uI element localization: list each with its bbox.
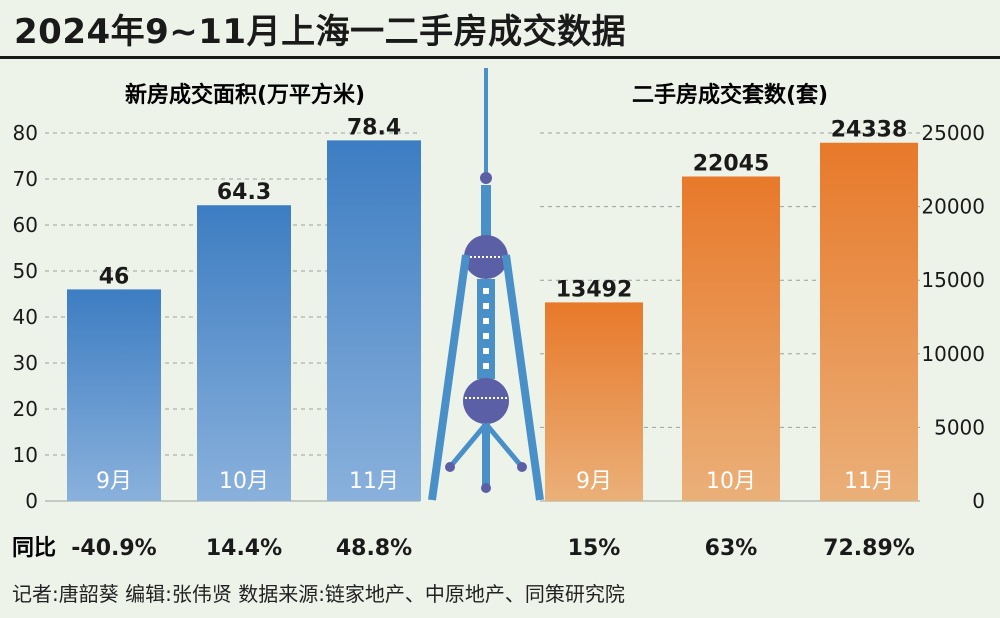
resale-value-label: 24338 [831, 118, 908, 143]
new-home-value-label: 78.4 [347, 115, 401, 140]
resale-bar-2 [820, 142, 918, 502]
new-home-yoy-value: -40.9% [71, 536, 156, 561]
page-title: 2024年9~11月上海一二手房成交数据 [14, 12, 627, 52]
resale-y-tick-label: 20000 [921, 195, 985, 219]
tower-window [483, 333, 489, 339]
tower-middle-shaft [477, 279, 495, 379]
new-home-y-tick-label: 60 [13, 213, 38, 237]
resale-bar-1 [682, 176, 780, 501]
yoy-label: 同比 [12, 536, 56, 561]
chart-canvas: 新房成交面积(万平方米) 二手房成交套数(套) 0 10 20 30 40 50 60 70 8… [12, 68, 985, 561]
resale-y-tick-label: 5000 [934, 415, 985, 439]
tower-window [483, 363, 489, 369]
tower-joint [481, 483, 491, 493]
resale-y-tick-label: 10000 [921, 342, 985, 366]
tower-illustration [428, 68, 544, 501]
tower-window [483, 348, 489, 354]
resale-chart-title: 二手房成交套数(套) [632, 82, 828, 108]
new-home-y-tick-label: 0 [25, 489, 38, 513]
tower-left-leg [428, 254, 470, 501]
new-home-category-label: 11月 [349, 469, 399, 494]
resale-yoy-value: 63% [705, 536, 758, 561]
tower-joint [445, 462, 455, 472]
tower-top-ball [480, 172, 492, 184]
new-home-bar-0 [67, 289, 161, 501]
new-home-y-tick-label: 80 [13, 121, 38, 145]
tower-joint [517, 462, 527, 472]
bars-layer [67, 140, 918, 502]
tower-left-brace [448, 422, 488, 469]
new-home-category-label: 9月 [96, 469, 132, 494]
resale-y-tick-label: 15000 [921, 268, 985, 292]
new-home-yoy-value: 14.4% [206, 536, 282, 561]
resale-y-tick-label: 25000 [921, 121, 985, 145]
footer-credits: 记者:唐韶葵 编辑:张伟贤 数据来源:链家地产、中原地产、同策研究院 [12, 582, 625, 606]
title-divider [0, 56, 1000, 59]
new-home-yoy-value: 48.8% [336, 536, 412, 561]
new-home-y-tick-label: 70 [13, 167, 38, 191]
resale-category-label: 11月 [844, 469, 894, 494]
new-home-y-tick-label: 10 [13, 443, 38, 467]
resale-value-label: 13492 [556, 277, 633, 302]
resale-category-label: 9月 [576, 469, 612, 494]
resale-category-label: 10月 [706, 469, 756, 494]
tower-right-leg [502, 254, 544, 501]
resale-yoy-value: 15% [568, 536, 621, 561]
new-home-chart-title: 新房成交面积(万平方米) [125, 82, 365, 108]
new-home-bar-1 [197, 205, 291, 501]
new-home-y-tick-label: 20 [13, 397, 38, 421]
resale-bar-0 [545, 302, 643, 501]
new-home-y-tick-label: 50 [13, 259, 38, 283]
labels-layer: 0 10 20 30 40 50 60 70 80 46 9月 -40.9% 64.3 10月 14.4% 7… [13, 115, 985, 561]
new-home-value-label: 46 [99, 264, 130, 289]
new-home-y-tick-label: 40 [13, 305, 38, 329]
resale-yoy-value: 72.89% [823, 536, 915, 561]
new-home-category-label: 10月 [219, 469, 269, 494]
tower-lower-sphere [463, 378, 509, 424]
tower-right-brace [484, 422, 524, 469]
resale-y-tick-label: 0 [972, 489, 985, 513]
new-home-y-tick-label: 30 [13, 351, 38, 375]
new-home-bar-2 [327, 140, 421, 502]
resale-value-label: 22045 [693, 151, 770, 176]
tower-window [483, 318, 489, 324]
tower-upper-shaft [481, 185, 491, 240]
tower-window [483, 288, 489, 294]
tower-window [483, 303, 489, 309]
new-home-value-label: 64.3 [217, 180, 271, 205]
